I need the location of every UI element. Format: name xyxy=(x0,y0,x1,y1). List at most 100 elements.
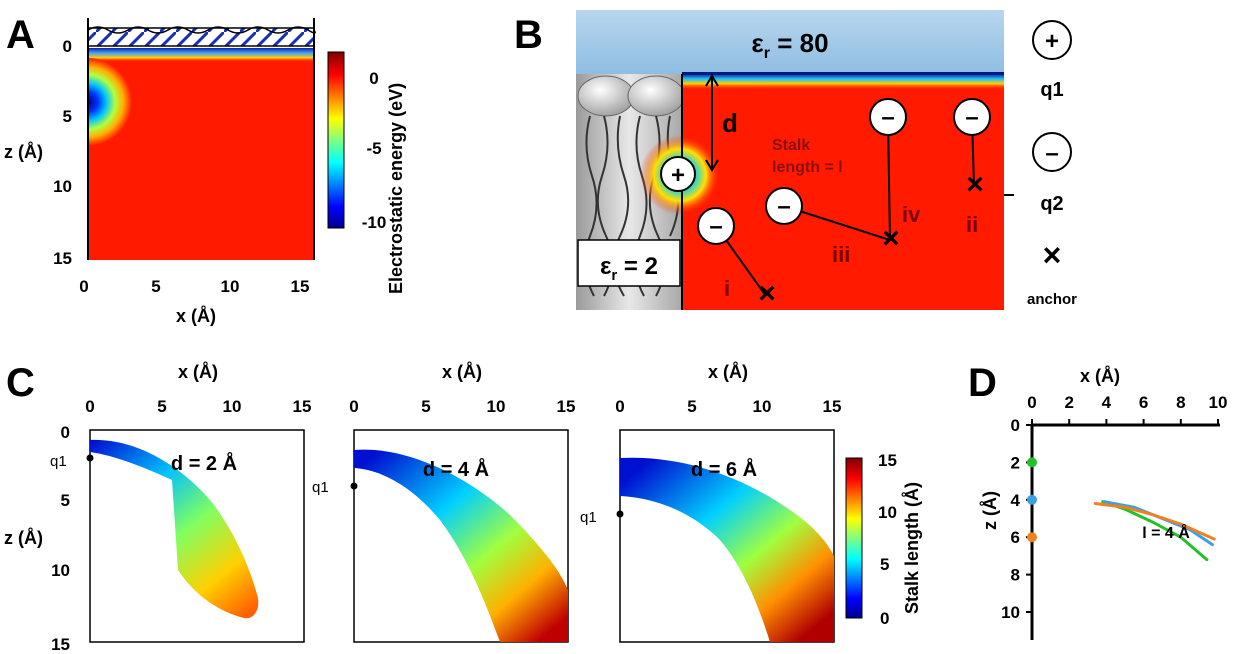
energy-heatmap xyxy=(88,48,314,260)
c-ytick: 15 xyxy=(51,635,70,654)
d-series-line-2 xyxy=(1093,502,1216,541)
a-xlabel: x (Å) xyxy=(176,306,216,326)
a-xtick: 0 xyxy=(79,277,88,296)
d-charge-marker-2 xyxy=(1027,532,1037,543)
c-region-d6 xyxy=(620,457,834,642)
c-xtick: 0 xyxy=(85,397,94,416)
panel-a: A 0 5 10 15 z (Å) 0 5 10 15 x (Å) 0 -5 -… xyxy=(4,13,406,326)
c-ytick: 10 xyxy=(51,561,70,580)
anchor-marker: × xyxy=(758,277,776,310)
panel-d: D x (Å) z (Å) 0 2 4 6 8 10 0 2 4 6 8 10 l = 4 Å xyxy=(968,361,1227,640)
d-xtick-label: 2 xyxy=(1064,393,1073,412)
d-charge-marker-1 xyxy=(1027,494,1037,505)
d-xtick-label: 8 xyxy=(1176,393,1185,412)
q1-marker xyxy=(86,454,94,462)
stalk-label-line2: length = l xyxy=(772,159,843,176)
anchor-marker: × xyxy=(966,168,984,201)
a-cbar-tick: 0 xyxy=(369,69,378,88)
b-legend: + q1 – q2 × anchor xyxy=(1027,20,1077,308)
c-xtick: 0 xyxy=(615,397,624,416)
a-cbar-tick: -10 xyxy=(362,213,387,232)
c-xtick: 10 xyxy=(753,397,772,416)
legend-q1-symbol: + xyxy=(1045,28,1059,55)
d-xtick-label: 4 xyxy=(1102,393,1112,412)
c-cbar-tick: 15 xyxy=(878,451,897,470)
c-xtick: 5 xyxy=(157,397,166,416)
config-label-iv: iv xyxy=(902,202,921,227)
stalk-line-iv xyxy=(887,117,891,241)
legend-q1-label: q1 xyxy=(1040,79,1063,101)
c-ytick: 5 xyxy=(61,491,70,510)
q2-charge-i: – xyxy=(697,207,735,245)
a-ytick: 5 xyxy=(63,107,72,126)
panel-c: C x (Å) 0 5 10 15 d = 2 Å q1 0 5 10 15 z… xyxy=(4,361,922,654)
panel-label-c: C xyxy=(6,361,35,405)
a-xtick: 10 xyxy=(221,277,240,296)
c-xtick: 10 xyxy=(487,397,506,416)
a-xtick: 15 xyxy=(291,277,310,296)
water-wave-line xyxy=(87,26,316,34)
d-xtick-label: 0 xyxy=(1027,393,1036,412)
c-xtick: 5 xyxy=(421,397,430,416)
c-subplot-title: d = 4 Å xyxy=(423,457,489,481)
c-xtick: 5 xyxy=(687,397,696,416)
membrane-permittivity-label: εr = 2 xyxy=(600,253,658,284)
a-xtick: 5 xyxy=(151,277,160,296)
c-xtick: 15 xyxy=(557,397,576,416)
a-ytick: 15 xyxy=(53,249,72,268)
q2-charge-iv: – xyxy=(869,98,907,136)
c-region-d4 xyxy=(354,449,568,642)
q1-label: q1 xyxy=(50,453,67,470)
membrane-permittivity-box xyxy=(577,239,681,287)
a-cbar-tick: -5 xyxy=(366,139,381,158)
d-charge-marker-0 xyxy=(1027,457,1037,468)
d-label: d xyxy=(722,108,738,138)
water-region xyxy=(576,10,1004,74)
panel-label-a: A xyxy=(6,13,35,57)
d-xtick-label: 6 xyxy=(1139,393,1148,412)
a-colorbar xyxy=(327,51,345,229)
c-subplot-title: d = 2 Å xyxy=(171,451,237,475)
d-annotation: l = 4 Å xyxy=(1142,523,1190,542)
c-region-d2 xyxy=(90,439,259,619)
panel-label-d: D xyxy=(968,361,997,405)
b-energy-map xyxy=(640,72,1004,310)
c-ylabel: z (Å) xyxy=(4,528,43,548)
panel-b: B εr = 80 εr = 2 xyxy=(514,10,1077,310)
q1-label: q1 xyxy=(312,479,329,496)
q1-marker xyxy=(350,482,358,490)
c-colorbar-label: Stalk length (Å) xyxy=(902,482,922,614)
anchor-marker: × xyxy=(882,222,900,255)
svg-text:–: – xyxy=(777,193,790,220)
c-subplot-1: x (Å) 0 5 10 15 d = 2 Å q1 0 5 10 15 z (… xyxy=(4,362,311,654)
stalk-label-line1: Stalk xyxy=(772,137,810,154)
c-cbar-tick: 10 xyxy=(878,503,897,522)
svg-text:–: – xyxy=(881,104,894,131)
c-xtick: 10 xyxy=(223,397,242,416)
legend-q2-label: q2 xyxy=(1040,193,1063,215)
c-cbar-tick: 5 xyxy=(880,555,889,574)
a-ylabel: z (Å) xyxy=(4,142,43,162)
q1-label: q1 xyxy=(580,509,597,526)
legend-q2-symbol: – xyxy=(1045,140,1058,167)
a-ytick: 10 xyxy=(53,177,72,196)
c-subplot-title: d = 6 Å xyxy=(691,457,757,481)
panel-label-b: B xyxy=(514,13,543,57)
d-ytick-label: 0 xyxy=(1011,416,1020,435)
legend-anchor-label: anchor xyxy=(1027,291,1077,308)
c-subplot-2: x (Å) 0 5 10 15 d = 4 Å q1 xyxy=(312,362,576,643)
d-xlabel: x (Å) xyxy=(1080,366,1120,386)
legend-anchor-symbol: × xyxy=(1043,237,1062,273)
config-label-i: i xyxy=(724,276,730,301)
c-cbar-tick: 0 xyxy=(880,609,889,628)
c-xlabel: x (Å) xyxy=(178,362,218,382)
svg-text:–: – xyxy=(965,104,978,131)
c-colorbar xyxy=(845,457,863,619)
water-boundary-hatch xyxy=(87,27,315,47)
c-subplot-3: x (Å) 0 5 10 15 d = 6 Å q1 xyxy=(580,362,841,643)
q1-marker xyxy=(616,510,624,518)
config-label-iii: iii xyxy=(832,242,850,267)
water-permittivity-label: εr = 80 xyxy=(751,28,828,62)
svg-text:+: + xyxy=(671,162,685,189)
a-colorbar-label: Electrostatic energy (eV) xyxy=(386,83,406,294)
